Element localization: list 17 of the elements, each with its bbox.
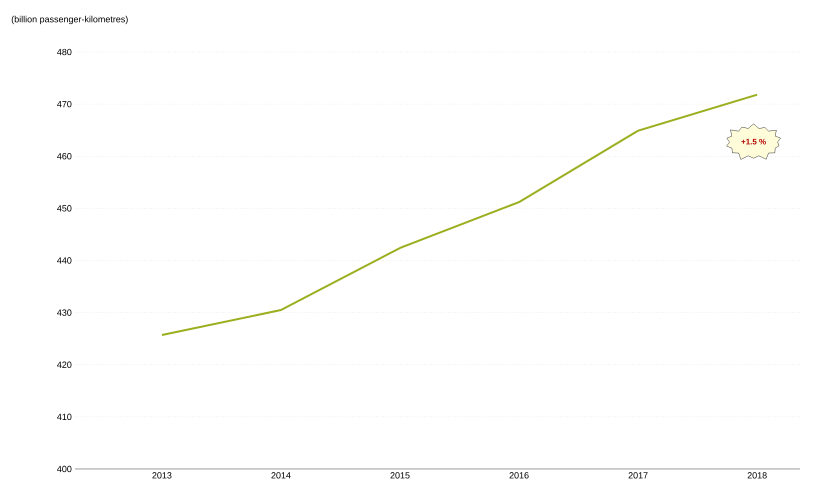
- y-tick-label: 470: [57, 100, 72, 108]
- x-tick-label: 2017: [628, 472, 648, 479]
- x-tick-label: 2018: [748, 472, 767, 479]
- y-tick-label: 450: [57, 205, 72, 212]
- y-tick-label: 420: [57, 362, 72, 368]
- y-tick-label: 400: [57, 466, 72, 472]
- y-tick-label: 430: [57, 309, 72, 316]
- x-tick-label: 2014: [271, 472, 291, 479]
- y-tick-label: 410: [57, 414, 72, 420]
- y-tick-label: 460: [57, 153, 72, 160]
- y-tick-label: 480: [57, 48, 72, 56]
- x-tick-label: 2016: [510, 472, 529, 479]
- x-tick-label: 2015: [390, 472, 410, 479]
- y-tick-label: 440: [57, 257, 72, 264]
- x-tick-label: 2013: [152, 472, 172, 479]
- y-axis-title: (billion passenger-kilometres): [12, 16, 128, 24]
- line-series: [160, 94, 758, 336]
